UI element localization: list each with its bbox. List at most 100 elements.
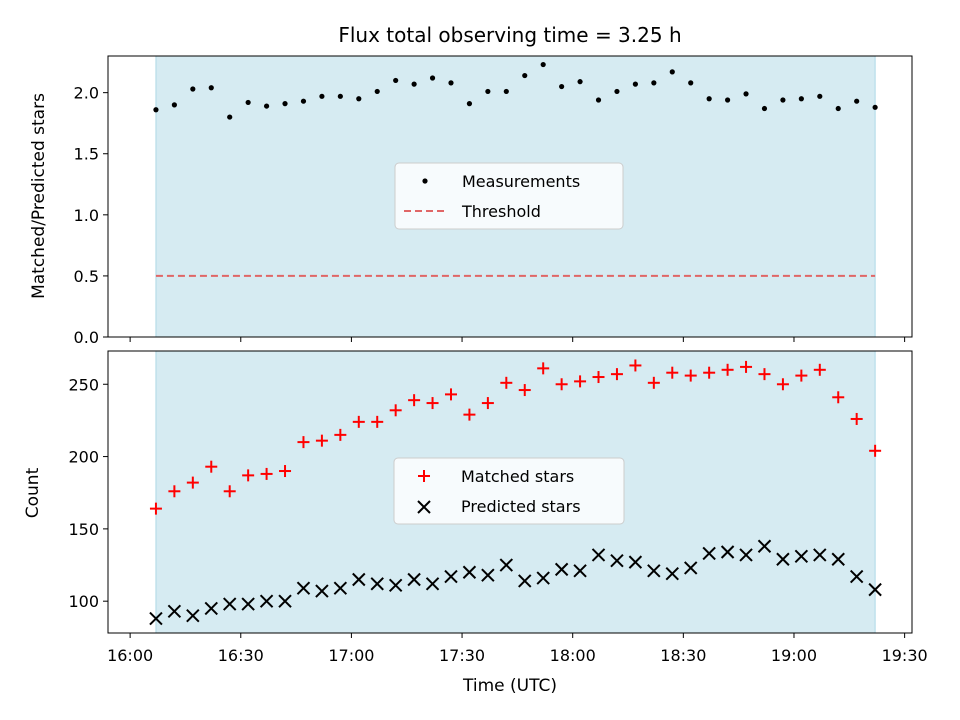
measurement-point [503,88,509,95]
predicted-stars-point [296,581,311,595]
matched-stars-point [647,376,660,389]
predicted-stars-point [425,577,440,591]
measurement-point [208,85,214,91]
x-tick-label: 18:00 [550,646,596,665]
measurement-point [227,114,233,120]
predicted-stars-legend-marker [417,500,431,514]
predicted-stars-point [591,548,606,562]
matched-stars-point [666,366,679,379]
matched-stars-legend-marker [418,470,430,482]
matched-stars-point [555,378,568,391]
measurement-point [706,96,712,102]
matched-stars-point [703,366,716,379]
measurement-point [669,69,675,75]
measurement-point [319,93,325,99]
measurement-point [190,86,196,92]
measurement-point [835,105,841,112]
matched-stars-point [242,469,255,482]
matched-stars-point [315,434,328,447]
measurements-legend-label: Measurements [462,172,580,191]
measurement-point [780,97,786,103]
matched-stars-point [537,362,550,375]
predicted-stars-point [647,564,661,578]
matched-stars-point [850,412,863,425]
matched-stars-point [352,415,365,428]
x-tick-label: 19:30 [882,646,928,665]
predicted-stars-point [628,555,643,569]
matched-stars-point [297,436,310,449]
threshold-legend-label: Threshold [461,202,541,221]
measurements-legend-marker [422,178,428,184]
measurement-point [688,80,694,86]
measurement-point [761,105,768,112]
measurement-point [337,93,343,99]
measurement-point [577,79,583,85]
matched-stars-point [223,485,236,498]
measurement-point [817,93,823,99]
predicted-stars-point [149,611,163,626]
matched-stars-point [869,444,882,457]
predicted-stars-point [333,581,348,595]
x-tick-label: 18:30 [660,646,706,665]
predicted-stars-point [573,564,587,578]
predicted-stars-series [149,539,882,626]
measurement-point [743,91,749,97]
predicted-stars-point [518,574,532,588]
measurement-point [153,107,159,113]
ratio-legend: Measurements Threshold [394,162,624,230]
ratio-y-tick-label: 1.0 [74,206,99,225]
x-tick-label: 19:00 [771,646,817,665]
predicted-stars-point [739,548,753,562]
predicted-stars-point [167,604,182,619]
ratio-y-tick-label: 2.0 [74,84,99,103]
count-legend: Matched stars Predicted stars [393,457,625,525]
predicted-stars-point [186,608,200,623]
matched-stars-point [776,378,789,391]
matched-stars-series [149,359,882,515]
measurement-point [632,81,638,87]
predicted-stars-point [757,539,772,553]
predicted-stars-legend-label: Predicted stars [461,497,581,516]
matched-stars-point [721,363,734,376]
measurement-point [374,88,380,95]
predicted-stars-point [481,568,495,582]
measurement-point [466,101,473,107]
predicted-stars-point [241,597,255,611]
count-y-tick-label: 250 [68,375,99,394]
measurements-series [153,61,878,120]
predicted-stars-point [462,565,477,579]
matched-stars-point [481,397,494,410]
measurement-point [282,101,288,107]
matched-stars-point [813,363,826,376]
predicted-stars-point [702,546,716,561]
matched-stars-point [629,359,642,372]
count-panel: 100 150 200 250 16:00 16:30 17:00 17:30 18:00 18… [23,350,928,696]
ratio-panel: 0.00.51.01.52.0 Matched/Predicted stars … [29,55,913,347]
predicted-stars-point [499,558,514,572]
measurement-point [651,80,657,86]
matched-stars-point [832,391,845,404]
matched-stars-point [740,360,753,373]
count-panel-frame [107,350,913,634]
matched-stars-point [592,371,605,384]
measurement-point [595,97,602,103]
matched-stars-legend-label: Matched stars [461,467,574,486]
matched-stars-point [389,404,402,417]
predicted-stars-point [665,567,679,581]
x-tick-label: 16:00 [107,646,153,665]
predicted-stars-point [554,562,569,577]
ratio-y-axis-label: Matched/Predicted stars [29,93,49,299]
matched-stars-point [758,368,771,381]
matched-stars-point [205,460,218,473]
measurement-point [485,88,491,95]
count-y-tick-label: 150 [68,520,99,539]
measurement-point [356,96,362,102]
measurement-point [448,80,454,86]
predicted-stars-point [776,552,790,566]
count-y-tick-label: 200 [68,448,99,467]
measurement-point [872,104,878,110]
predicted-stars-point [315,584,329,598]
measurement-point [614,88,620,95]
matched-stars-point [795,369,808,382]
measurement-point [559,83,565,90]
